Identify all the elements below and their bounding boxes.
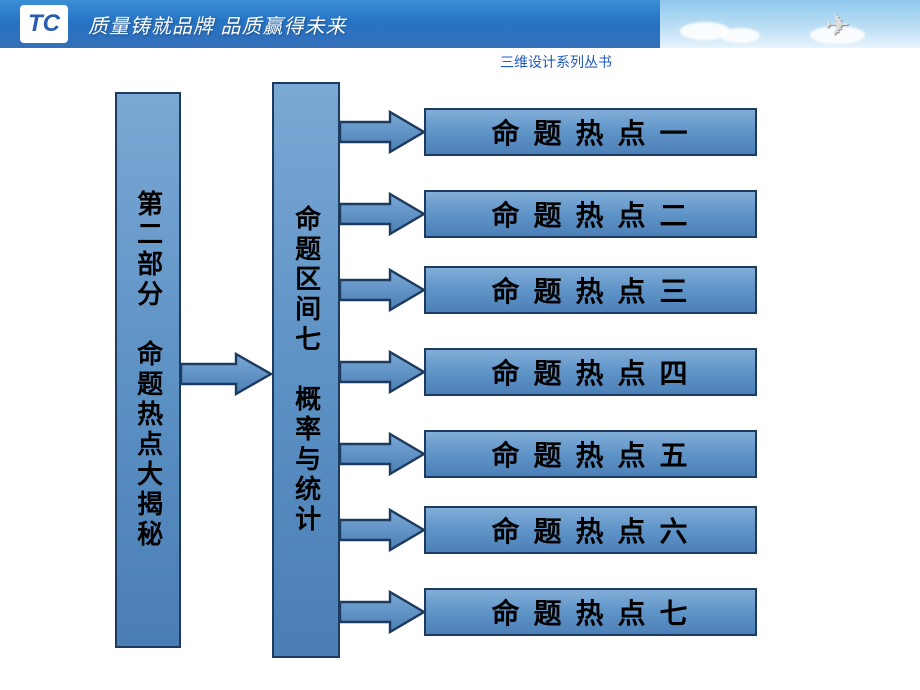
slogan-text: 质量铸就品牌 品质赢得未来 [88, 10, 347, 39]
header-bar: ✈ TC 质量铸就品牌 品质赢得未来 [0, 0, 920, 48]
series-subtitle: 三维设计系列丛书 [500, 48, 612, 72]
topic-box-2[interactable]: 命题热点二 [424, 190, 757, 238]
section-box-part2-label: 第二部分 命题热点大揭秘 [132, 190, 163, 550]
topic-box-5[interactable]: 命题热点五 [424, 430, 757, 478]
arrow-to-topic-2 [340, 192, 426, 236]
sky-decor: ✈ [660, 0, 920, 48]
topic-box-3[interactable]: 命题热点三 [424, 266, 757, 314]
topic-box-7[interactable]: 命题热点七 [424, 588, 757, 636]
topic-box-1[interactable]: 命题热点一 [424, 108, 757, 156]
arrow-to-topic-3 [340, 268, 426, 312]
arrow-to-topic-7 [340, 590, 426, 634]
section-box-interval7-label: 命题区间七 概率与统计 [290, 205, 321, 535]
section-box-interval7: 命题区间七 概率与统计 [272, 82, 340, 658]
arrow-part-to-interval [181, 352, 273, 396]
arrow-to-topic-4 [340, 350, 426, 394]
arrow-to-topic-1 [340, 110, 426, 154]
section-box-part2: 第二部分 命题热点大揭秘 [115, 92, 181, 648]
topic-box-4[interactable]: 命题热点四 [424, 348, 757, 396]
flowchart: 第二部分 命题热点大揭秘 命题区间七 概率与统计 命题热点一命题热点二命题热点三… [0, 70, 920, 690]
arrow-to-topic-6 [340, 508, 426, 552]
airplane-icon: ✈ [825, 8, 850, 43]
arrow-to-topic-5 [340, 432, 426, 476]
logo: TC [20, 5, 68, 43]
topic-box-6[interactable]: 命题热点六 [424, 506, 757, 554]
